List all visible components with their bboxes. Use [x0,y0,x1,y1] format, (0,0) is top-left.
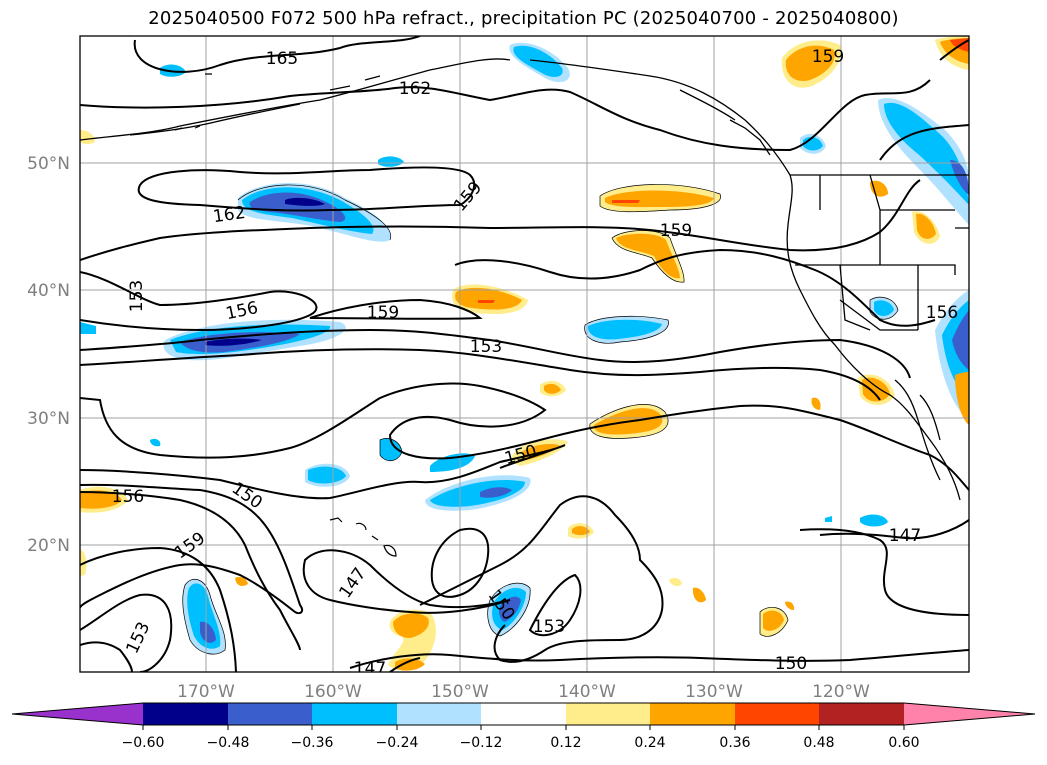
contour-label: 153 [533,617,565,637]
colorbar-segment [397,703,481,725]
contour-label: 165 [266,49,298,69]
height-contours [80,36,969,672]
colorbar: −0.60 −0.48 −0.36 −0.24 −0.12 0.12 0.24 … [11,702,1036,751]
colorbar-tick-label: 0.24 [634,735,665,751]
contour-label: 147 [889,526,921,546]
contour-label: 159 [812,47,844,67]
precip-outline [182,184,899,655]
colorbar-tick-label: −0.48 [207,735,250,751]
colorbar-tick-label: −0.36 [291,735,334,751]
coastlines [80,58,969,501]
islands [174,73,397,557]
lat-label-20n: 20°N [27,536,70,556]
contour-label: 159 [171,528,209,563]
contour-label: 159 [660,221,692,241]
colorbar-segment [819,703,904,725]
colorbar-segment [228,703,312,725]
contour-labels: 165 162 159 162 159 159 153 156 159 153 … [112,47,958,679]
colorbar-tick-label: 0.60 [888,735,919,751]
lon-label-130w: 130°W [685,682,743,702]
colorbar-segment [312,703,397,725]
colorbar-left-extend [12,703,143,725]
map-title: 2025040500 F072 500 hPa refract., precip… [148,8,899,29]
contour-label: 147 [354,659,386,679]
contour-label: 159 [367,303,399,323]
contour-label: 156 [926,303,958,323]
contour-label: 162 [212,203,247,227]
colorbar-tick-label: 0.12 [550,735,581,751]
contour-label: 156 [112,487,144,507]
lon-label-120w: 120°W [812,682,870,702]
lon-label-150w: 150°W [431,682,489,702]
colorbar-segment [735,703,819,725]
contour-label: 162 [399,79,431,99]
map-area: 165 162 159 162 159 159 153 156 159 153 … [80,36,969,679]
plot-frame [79,35,970,673]
lon-label-160w: 160°W [304,682,362,702]
colorbar-tick-label: −0.12 [460,735,503,751]
latitude-labels: 50°N 40°N 30°N 20°N [27,154,70,556]
contour-label: 159 [450,178,486,216]
contour-label: 147 [335,564,370,602]
colorbar-segment [566,703,650,725]
contour-label: 153 [127,280,147,312]
lat-label-40n: 40°N [27,281,70,301]
contour-label: 150 [775,654,807,674]
colorbar-tick-label: 0.36 [719,735,750,751]
colorbar-tick-label: −0.60 [122,735,165,751]
lon-label-140w: 140°W [558,682,616,702]
contour-label: 153 [470,337,502,357]
contour-label: 153 [123,619,155,657]
colorbar-tick-label: 0.48 [803,735,834,751]
colorbar-segment [650,703,735,725]
lat-label-50n: 50°N [27,154,70,174]
lat-label-30n: 30°N [27,409,70,429]
lon-label-170w: 170°W [177,682,235,702]
longitude-labels: 170°W 160°W 150°W 140°W 130°W 120°W [177,682,870,702]
contour-label: 150 [502,441,539,469]
contour-label: 156 [224,298,260,324]
colorbar-tick-label: −0.24 [376,735,419,751]
colorbar-segment [481,703,566,725]
colorbar-segment [143,703,228,725]
colorbar-right-extend [904,703,1035,725]
